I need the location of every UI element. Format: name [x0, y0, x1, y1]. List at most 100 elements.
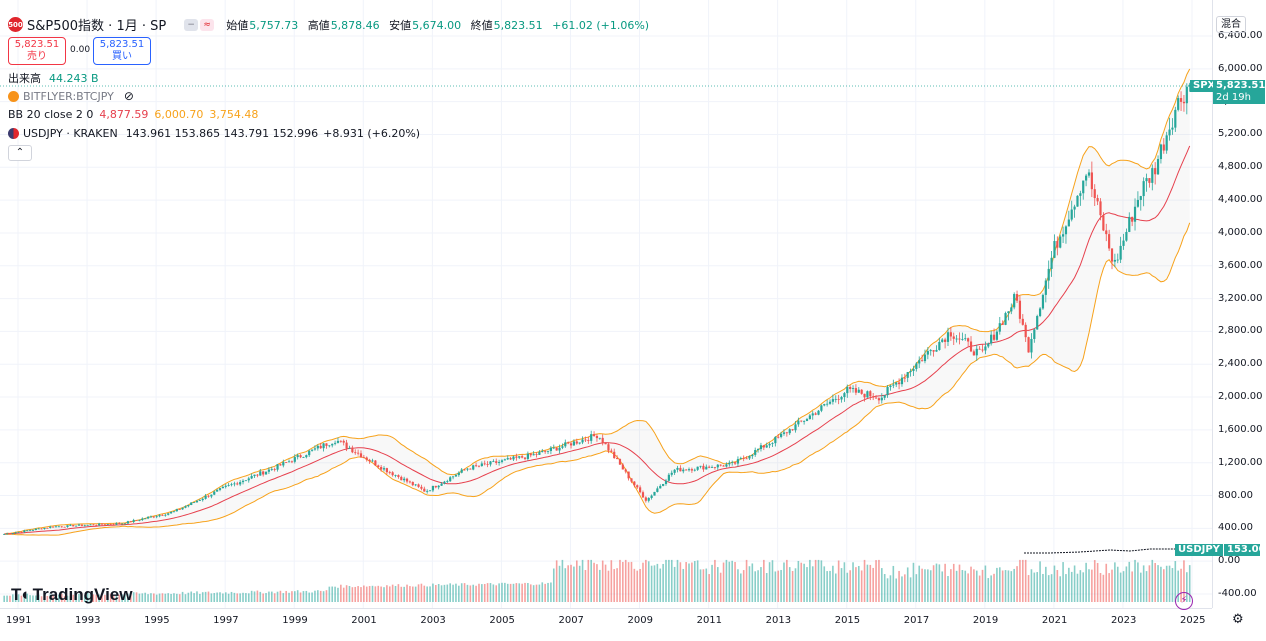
buy-button[interactable]: 5,823.51 買い: [93, 37, 151, 65]
volume-bar: [279, 590, 282, 602]
candle-body: [567, 442, 570, 444]
candle-body: [1125, 231, 1128, 241]
volume-bar: [647, 561, 650, 602]
volume-bar: [173, 593, 175, 602]
lightning-icon[interactable]: ⚡: [1175, 592, 1193, 610]
candle-body: [60, 526, 63, 528]
bb-legend[interactable]: BB 20 close 2 0 4,877.59 6,000.70 3,754.…: [8, 108, 258, 121]
volume-bar: [230, 591, 233, 602]
volume-bar: [987, 578, 990, 602]
btc-legend[interactable]: BITFLYER:BTCJPY ⊘: [8, 89, 134, 103]
candle-body: [351, 448, 354, 453]
volume-bar: [1188, 565, 1191, 602]
volume-bar: [993, 573, 995, 602]
candle-body: [77, 524, 81, 526]
spx-countdown-tag: 2d 19h: [1213, 92, 1265, 104]
volume-bar: [624, 559, 627, 602]
candle-body: [1021, 318, 1024, 325]
candle-body: [604, 443, 607, 445]
volume-bar: [411, 586, 414, 602]
scale-mode-button[interactable]: 混合: [1216, 16, 1246, 33]
candle-body: [359, 453, 363, 458]
spx-price-tag: 5,823.51: [1213, 80, 1265, 92]
volume-bar: [506, 583, 509, 602]
candle-body: [1053, 241, 1056, 258]
volume-bar: [1010, 571, 1013, 602]
time-axis-label: 2019: [972, 615, 999, 626]
volume-bar: [388, 586, 391, 602]
candle-body: [627, 471, 630, 479]
volume-bar: [1004, 570, 1007, 602]
flag-gray-icon[interactable]: −: [184, 18, 199, 31]
candle-body: [322, 443, 325, 449]
candle-body: [26, 530, 29, 532]
candle-body: [43, 527, 46, 530]
candle-body: [95, 525, 98, 526]
volume-bar: [1186, 572, 1188, 602]
candle-body: [221, 486, 224, 489]
candle-body: [929, 350, 932, 352]
tradingview-logo[interactable]: T◖ TradingView: [11, 585, 132, 605]
symbol-badge[interactable]: 500: [8, 17, 23, 32]
collapse-legend-button[interactable]: ⌃: [8, 145, 32, 161]
candle-body: [1119, 245, 1122, 260]
price-axis-label: 2,000.00: [1218, 391, 1263, 403]
volume-bar: [535, 584, 538, 602]
volume-bar: [932, 565, 935, 602]
candle-body: [1013, 294, 1016, 308]
volume-bar: [1068, 567, 1070, 602]
volume-bar: [636, 570, 639, 602]
volume-bar: [400, 586, 403, 602]
candle-body: [1182, 101, 1186, 104]
volume-bar: [167, 593, 170, 602]
volume-bar: [92, 594, 95, 602]
volume-bar: [561, 559, 564, 602]
candle-body: [1113, 259, 1116, 262]
volume-bar: [1157, 565, 1159, 602]
volume-bar: [1168, 565, 1171, 602]
candle-body: [354, 452, 357, 454]
candle-body: [803, 421, 806, 422]
candle-body: [1018, 300, 1022, 319]
volume-bar: [875, 560, 877, 602]
sell-button[interactable]: 5,823.51 売り: [8, 37, 66, 65]
candle-body: [123, 523, 127, 525]
volume-bar: [342, 587, 345, 602]
candle-body: [912, 368, 915, 371]
candle-body: [693, 469, 696, 471]
volume-legend[interactable]: 出来高 44.243 B: [8, 70, 99, 86]
volume-bar: [285, 590, 287, 602]
candle-body: [319, 445, 322, 449]
volume-bar: [164, 593, 167, 602]
flag-pink-icon[interactable]: ≈: [200, 18, 215, 31]
compare-flags[interactable]: − ≈: [184, 18, 215, 31]
main-chart[interactable]: [0, 0, 1212, 608]
volume-bar: [601, 560, 604, 602]
candle-body: [676, 467, 679, 470]
candle-body: [276, 464, 279, 470]
volume-bar: [386, 585, 388, 602]
candle-body: [1108, 234, 1111, 249]
settings-gear-icon[interactable]: ⚙: [1232, 612, 1244, 627]
volume-bar: [196, 591, 198, 602]
symbol-title[interactable]: S&P500指数 · 1月 · SP: [27, 19, 167, 34]
volume-bar: [860, 570, 863, 602]
volume-bar: [1042, 573, 1044, 602]
candle-body: [472, 465, 475, 470]
candle-body: [11, 533, 14, 534]
candle-body: [843, 393, 846, 398]
candle-body: [555, 447, 558, 451]
time-axis[interactable]: [0, 608, 1212, 641]
volume-bar: [829, 570, 831, 602]
usdjpy-legend[interactable]: USDJPY · KRAKEN 143.961 153.865 143.791 …: [8, 127, 420, 140]
volume-bar: [216, 592, 218, 602]
candle-body: [995, 331, 999, 340]
volume-bar: [127, 593, 129, 602]
volume-bar: [181, 591, 184, 602]
candle-body: [1015, 294, 1019, 301]
volume-bar: [371, 585, 374, 602]
candle-body: [981, 349, 984, 351]
volume-bar: [731, 560, 733, 602]
eye-hidden-icon[interactable]: ⊘: [123, 89, 134, 103]
candle-body: [708, 466, 711, 468]
